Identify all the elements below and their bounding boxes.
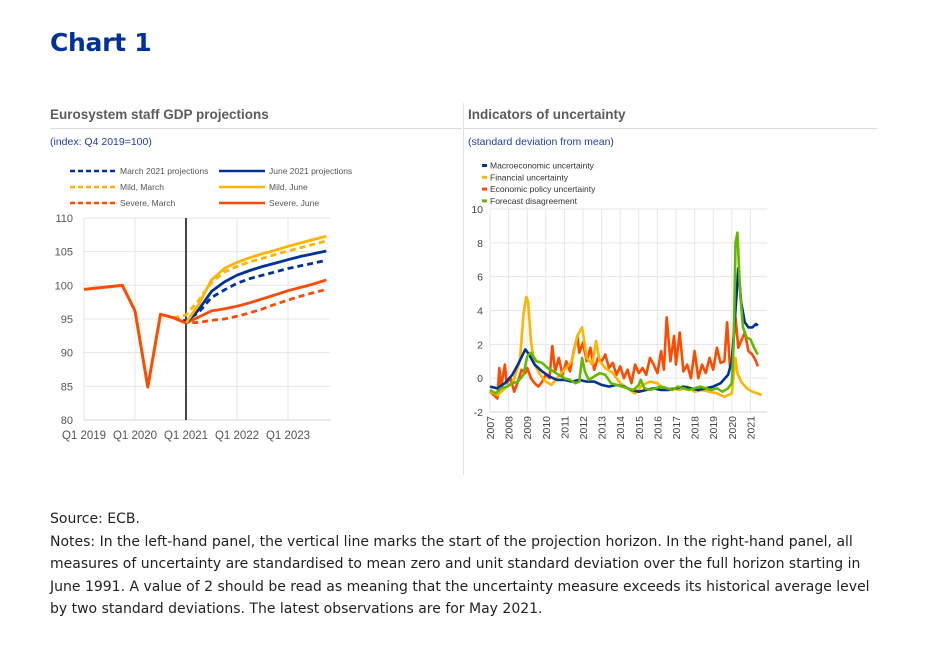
legend-label: Mild, March [120, 182, 164, 192]
series-line-march-2021-projections [172, 259, 327, 323]
x-tick-label: 2011 [559, 416, 571, 439]
left-panel-subtitle: (index: Q4 2019=100) [50, 136, 152, 148]
y-tick-label: 4 [477, 306, 483, 318]
charts-canvas: March 2021 projections June 2021 projecti… [55, 161, 768, 442]
x-tick-label: 2018 [690, 416, 702, 440]
x-tick-label: Q1 2019 [62, 430, 106, 442]
legend-swatch [482, 187, 487, 191]
series-line-mild-march [173, 239, 327, 320]
legend-label: Mild, June [269, 182, 308, 192]
x-tick-label: Q1 2020 [113, 430, 157, 442]
panel-divider [463, 103, 464, 475]
x-tick-label: 2007 [485, 416, 497, 440]
y-tick-label: 90 [61, 348, 73, 360]
y-tick-label: 95 [61, 314, 73, 326]
x-tick-label: 2016 [652, 416, 664, 440]
right-panel-rule [464, 128, 877, 129]
y-tick-label: 2 [477, 339, 483, 351]
legend-label: Forecast disagreement [490, 196, 578, 206]
series-line-economic-policy-uncertainty [489, 315, 760, 400]
source-text: Source: ECB. [50, 511, 140, 527]
series-line-forecast-disagreement [489, 231, 759, 395]
x-tick-label: Q1 2021 [164, 430, 208, 442]
x-tick-label: 2013 [597, 416, 609, 440]
legend-label: Severe, March [120, 198, 176, 208]
y-tick-label: 6 [477, 272, 483, 284]
x-tick-label: 2009 [522, 416, 534, 440]
y-tick-label: -2 [474, 407, 483, 419]
y-tick-label: 8 [477, 238, 483, 250]
x-tick-label: 2008 [504, 416, 516, 440]
x-tick-label: 2010 [541, 416, 553, 440]
x-tick-label: 2012 [578, 416, 590, 440]
left-chart: March 2021 projections June 2021 projecti… [55, 166, 353, 442]
legend-label: Macroeconomic uncertainty [490, 161, 595, 171]
series-line-history [83, 283, 187, 389]
x-tick-label: 2017 [671, 416, 683, 440]
notes-text: Notes: In the left-hand panel, the verti… [50, 533, 870, 618]
y-tick-label: 10 [471, 204, 483, 216]
x-tick-label: 2020 [727, 416, 739, 440]
series-line-mild-june [184, 234, 327, 324]
legend-label: Severe, June [269, 198, 319, 208]
y-tick-label: 0 [477, 373, 483, 385]
series-line-june-2021-projections [184, 249, 327, 324]
series-line-severe-march [172, 288, 327, 325]
x-tick-label: 2021 [745, 416, 757, 440]
y-tick-label: 85 [61, 381, 73, 393]
legend-swatch [482, 175, 487, 179]
left-panel-title: Eurosystem staff GDP projections [50, 107, 269, 122]
chart-title: Chart 1 [50, 28, 152, 57]
legend-swatch [482, 199, 487, 203]
x-tick-label: Q1 2022 [215, 430, 259, 442]
legend-label: Financial uncertainty [490, 172, 569, 182]
legend-label: March 2021 projections [120, 166, 208, 176]
legend-label: June 2021 projections [269, 166, 352, 176]
y-tick-label: 80 [61, 415, 73, 427]
x-tick-label: 2015 [634, 416, 646, 440]
notes-block: Source: ECB. Notes: In the left-hand pan… [50, 508, 890, 621]
legend-swatch [482, 164, 487, 167]
y-tick-label: 105 [55, 247, 73, 259]
right-panel-subtitle: (standard deviation from mean) [468, 136, 614, 148]
series-line-financial-uncertainty [489, 295, 763, 399]
right-panel-title: Indicators of uncertainty [468, 107, 626, 122]
y-tick-label: 100 [55, 280, 73, 292]
x-tick-label: 2014 [615, 416, 627, 440]
y-tick-label: 110 [55, 213, 73, 225]
x-tick-label: 2019 [708, 416, 720, 440]
legend-label: Economic policy uncertainty [490, 184, 596, 194]
series-line-severe-june [185, 278, 327, 325]
x-tick-label: Q1 2023 [266, 430, 310, 442]
left-panel-rule [50, 128, 462, 129]
